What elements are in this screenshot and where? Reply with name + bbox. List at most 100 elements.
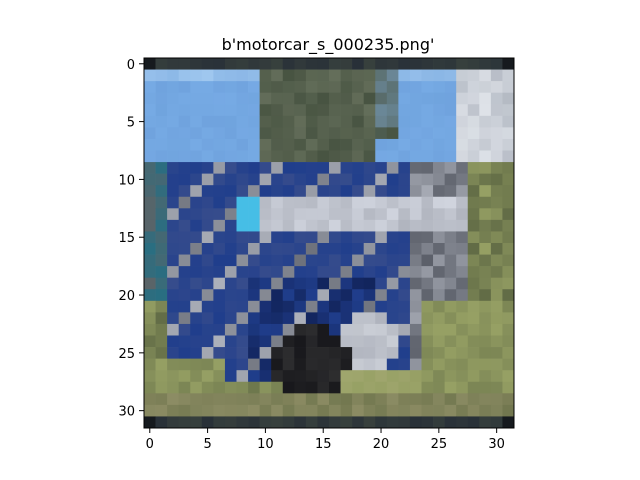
pixel-cell (444, 393, 457, 406)
pixel-cell (294, 300, 307, 313)
pixel-cell (479, 254, 492, 267)
pixel-cell (236, 185, 249, 198)
pixel-cell (467, 138, 480, 151)
pixel-cell (479, 335, 492, 348)
pixel-cell (329, 312, 341, 325)
pixel-cell (490, 150, 503, 163)
pixel-cell (340, 312, 353, 325)
pixel-cell (201, 300, 214, 313)
pixel-cell (236, 289, 249, 302)
pixel-cell (294, 196, 307, 209)
pixel-cell (155, 404, 168, 417)
pixel-cell (305, 416, 318, 429)
pixel-cell (502, 381, 515, 394)
pixel-cell (444, 416, 457, 429)
pixel-cell (167, 358, 180, 371)
y-tick-label: 20 (118, 289, 135, 304)
pixel-cell (248, 115, 260, 128)
pixel-cell (375, 277, 388, 290)
pixel-cell (317, 104, 330, 117)
axes-frame (143, 57, 515, 429)
pixel-cell (421, 393, 434, 406)
pixel-cell (248, 381, 260, 394)
pixel-cell (201, 312, 214, 325)
pixel-cell (340, 69, 353, 82)
pixel-cell (433, 115, 445, 128)
pixel-cell (213, 323, 226, 336)
pixel-cell (259, 347, 272, 359)
pixel-cell (259, 115, 272, 128)
pixel-cell (259, 81, 272, 94)
pixel-cell (224, 69, 237, 82)
pixel-cell (502, 185, 515, 198)
pixel-cell (224, 277, 237, 290)
pixel-cell (467, 323, 480, 336)
pixel-cell (433, 347, 445, 359)
pixel-cell (479, 69, 492, 82)
pixel-cell (282, 323, 295, 336)
pixel-cell (352, 312, 365, 325)
pixel-cell (178, 416, 191, 429)
pixel-cell (190, 393, 203, 406)
pixel-cell (144, 162, 156, 174)
pixel-cell (271, 196, 284, 209)
pixel-cell (167, 58, 180, 70)
pixel-cell (259, 219, 272, 232)
pixel-cell (167, 381, 180, 394)
pixel-cell (421, 266, 434, 279)
pixel-cell (375, 404, 388, 417)
pixel-cell (155, 243, 168, 255)
pixel-cell (398, 277, 411, 290)
pixel-cell (248, 58, 260, 70)
pixel-cell (282, 393, 295, 406)
pixel-cell (294, 208, 307, 221)
pixel-cell (409, 231, 422, 244)
pixel-cell (456, 231, 469, 244)
pixel-cell (144, 312, 156, 325)
pixel-cell (317, 150, 330, 163)
pixel-cell (340, 370, 353, 383)
pixel-cell (456, 347, 469, 359)
pixel-cell (167, 393, 180, 406)
pixel-cell (236, 300, 249, 313)
pixel-cell (386, 335, 399, 348)
pixel-cell (363, 266, 376, 279)
pixel-cell (479, 115, 492, 128)
pixel-cell (224, 358, 237, 371)
pixel-cell (317, 196, 330, 209)
pixel-cell (490, 416, 503, 429)
pixel-cell (190, 196, 203, 209)
pixel-cell (178, 254, 191, 267)
pixel-cell (144, 219, 156, 232)
pixel-cell (363, 323, 376, 336)
pixel-cell (340, 393, 353, 406)
pixel-cell (502, 370, 515, 383)
pixel-cell (467, 289, 480, 302)
pixel-cell (190, 266, 203, 279)
pixel-cell (305, 266, 318, 279)
pixel-cell (271, 92, 284, 105)
pixel-cell (155, 81, 168, 94)
pixel-cell (282, 127, 295, 140)
pixel-cell (352, 115, 365, 128)
pixel-cell (178, 289, 191, 302)
pixel-cell (178, 69, 191, 82)
pixel-cell (329, 173, 341, 186)
pixel-cell (502, 58, 515, 70)
pixel-cell (398, 312, 411, 325)
pixel-cell (409, 277, 422, 290)
pixel-cell (248, 393, 260, 406)
pixel-cell (398, 243, 411, 255)
pixel-cell (409, 416, 422, 429)
pixel-cell (433, 404, 445, 417)
pixel-cell (236, 162, 249, 174)
pixel-cell (317, 358, 330, 371)
pixel-cell (340, 162, 353, 174)
pixel-cell (294, 335, 307, 348)
pixel-cell (259, 335, 272, 348)
pixel-cell (363, 358, 376, 371)
pixel-cell (329, 208, 341, 221)
pixel-cell (502, 335, 515, 348)
pixel-cell (144, 404, 156, 417)
pixel-cell (248, 196, 260, 209)
